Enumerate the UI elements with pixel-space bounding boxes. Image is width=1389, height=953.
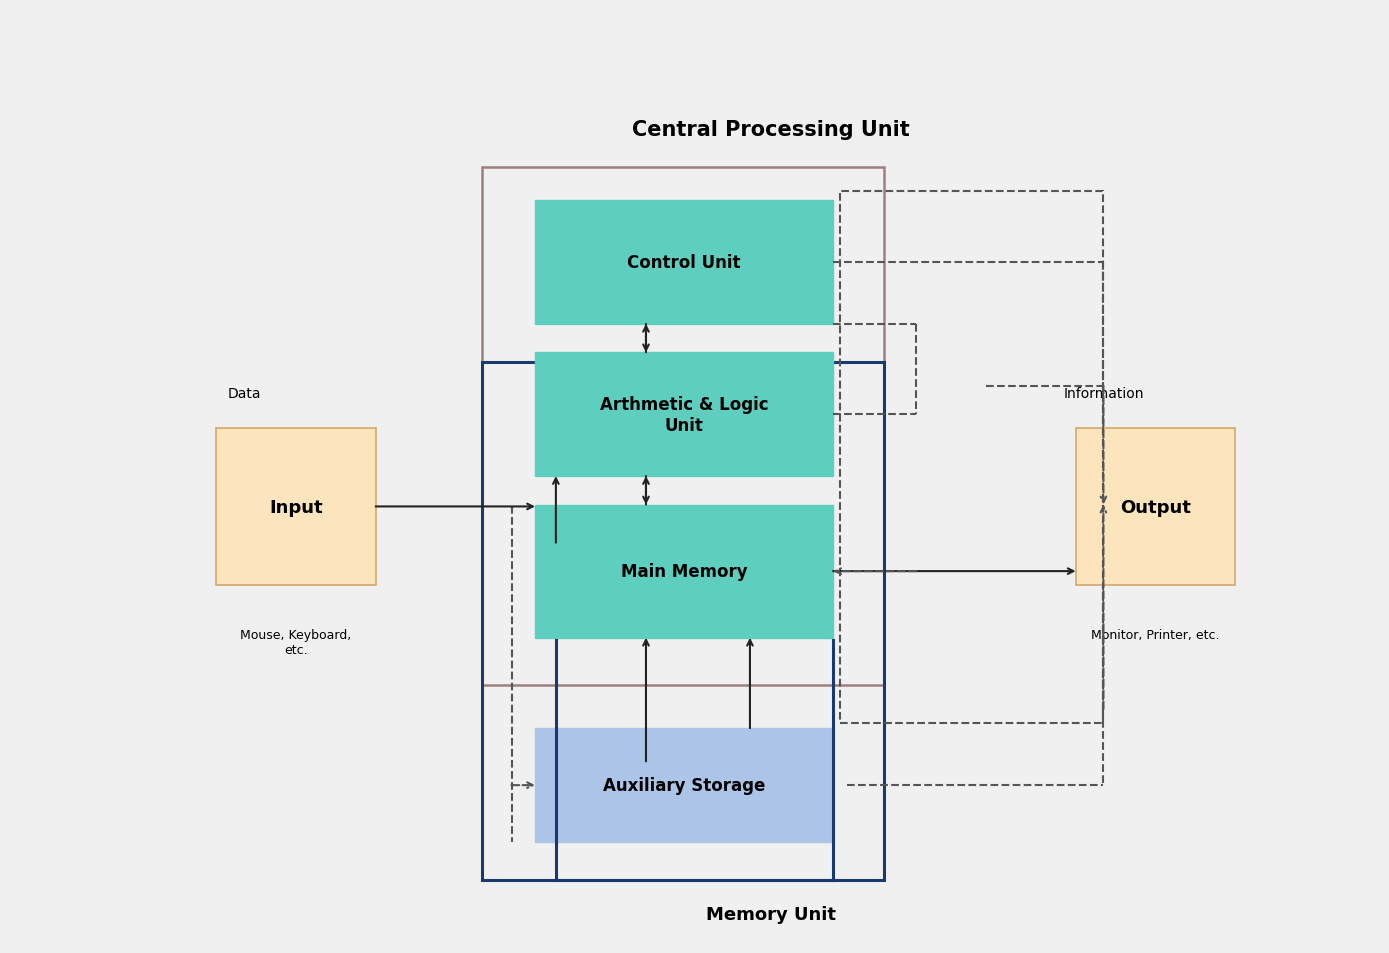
Text: Data: Data — [228, 387, 261, 400]
Text: Mouse, Keyboard,
etc.: Mouse, Keyboard, etc. — [240, 629, 351, 657]
Text: Main Memory: Main Memory — [621, 562, 747, 580]
Text: Central Processing Unit: Central Processing Unit — [632, 120, 910, 140]
FancyBboxPatch shape — [535, 505, 833, 639]
FancyBboxPatch shape — [217, 429, 375, 586]
Text: Memory Unit: Memory Unit — [706, 904, 836, 923]
Text: Output: Output — [1120, 498, 1190, 517]
Text: Monitor, Printer, etc.: Monitor, Printer, etc. — [1092, 629, 1220, 641]
FancyBboxPatch shape — [1075, 429, 1235, 586]
Text: Control Unit: Control Unit — [628, 253, 740, 272]
FancyBboxPatch shape — [535, 353, 833, 476]
Text: Auxiliary Storage: Auxiliary Storage — [603, 777, 765, 794]
FancyBboxPatch shape — [535, 728, 833, 842]
FancyBboxPatch shape — [535, 201, 833, 324]
Text: Arthmetic & Logic
Unit: Arthmetic & Logic Unit — [600, 395, 768, 435]
Text: Input: Input — [269, 498, 322, 517]
Text: Information: Information — [1063, 387, 1143, 400]
